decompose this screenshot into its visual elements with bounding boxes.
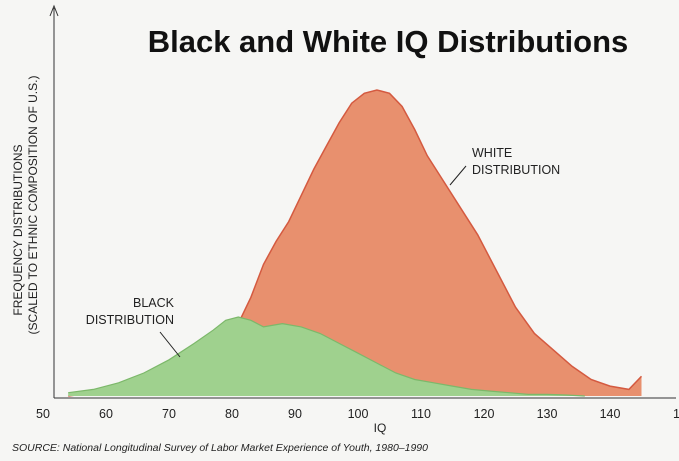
x-axis-label: IQ <box>374 421 387 435</box>
white-label-line1: WHITE <box>472 146 512 160</box>
y-axis-arrow <box>49 4 59 17</box>
x-tick-label: 110 <box>411 407 431 421</box>
x-tick-labels: 50 60 70 80 90 100 110 120 130 140 150 <box>36 407 679 421</box>
black-distribution-line <box>68 316 585 397</box>
x-tick-label: 90 <box>288 407 302 421</box>
black-distribution-area <box>68 317 585 396</box>
y-axis-label-line2: (SCALED TO ETHNIC COMPOSITION OF U.S.) <box>26 76 40 335</box>
y-axis-label-line1: FREQUENCY DISTRIBUTIONS <box>11 144 25 315</box>
white-distribution-area <box>68 90 642 396</box>
x-tick-label: 50 <box>36 407 50 421</box>
x-tick-label: 70 <box>162 407 176 421</box>
x-tick-label: 60 <box>99 407 113 421</box>
source-note: SOURCE: National Longitudinal Survey of … <box>12 442 428 454</box>
x-tick-label: 80 <box>225 407 239 421</box>
x-tick-label: 150 <box>673 407 679 421</box>
black-area-group <box>68 316 585 397</box>
black-label-line2: DISTRIBUTION <box>86 313 174 327</box>
x-tick-label: 120 <box>474 407 495 421</box>
white-area-group <box>68 89 643 397</box>
x-tick-label: 130 <box>537 407 558 421</box>
white-label-leader <box>449 165 467 186</box>
chart-title: Black and White IQ Distributions <box>148 24 629 59</box>
x-tick-label: 100 <box>348 407 369 421</box>
black-label-leader <box>159 331 181 358</box>
x-tick-label: 140 <box>600 407 621 421</box>
black-label-line1: BLACK <box>133 296 175 310</box>
white-label-line2: DISTRIBUTION <box>472 163 560 177</box>
